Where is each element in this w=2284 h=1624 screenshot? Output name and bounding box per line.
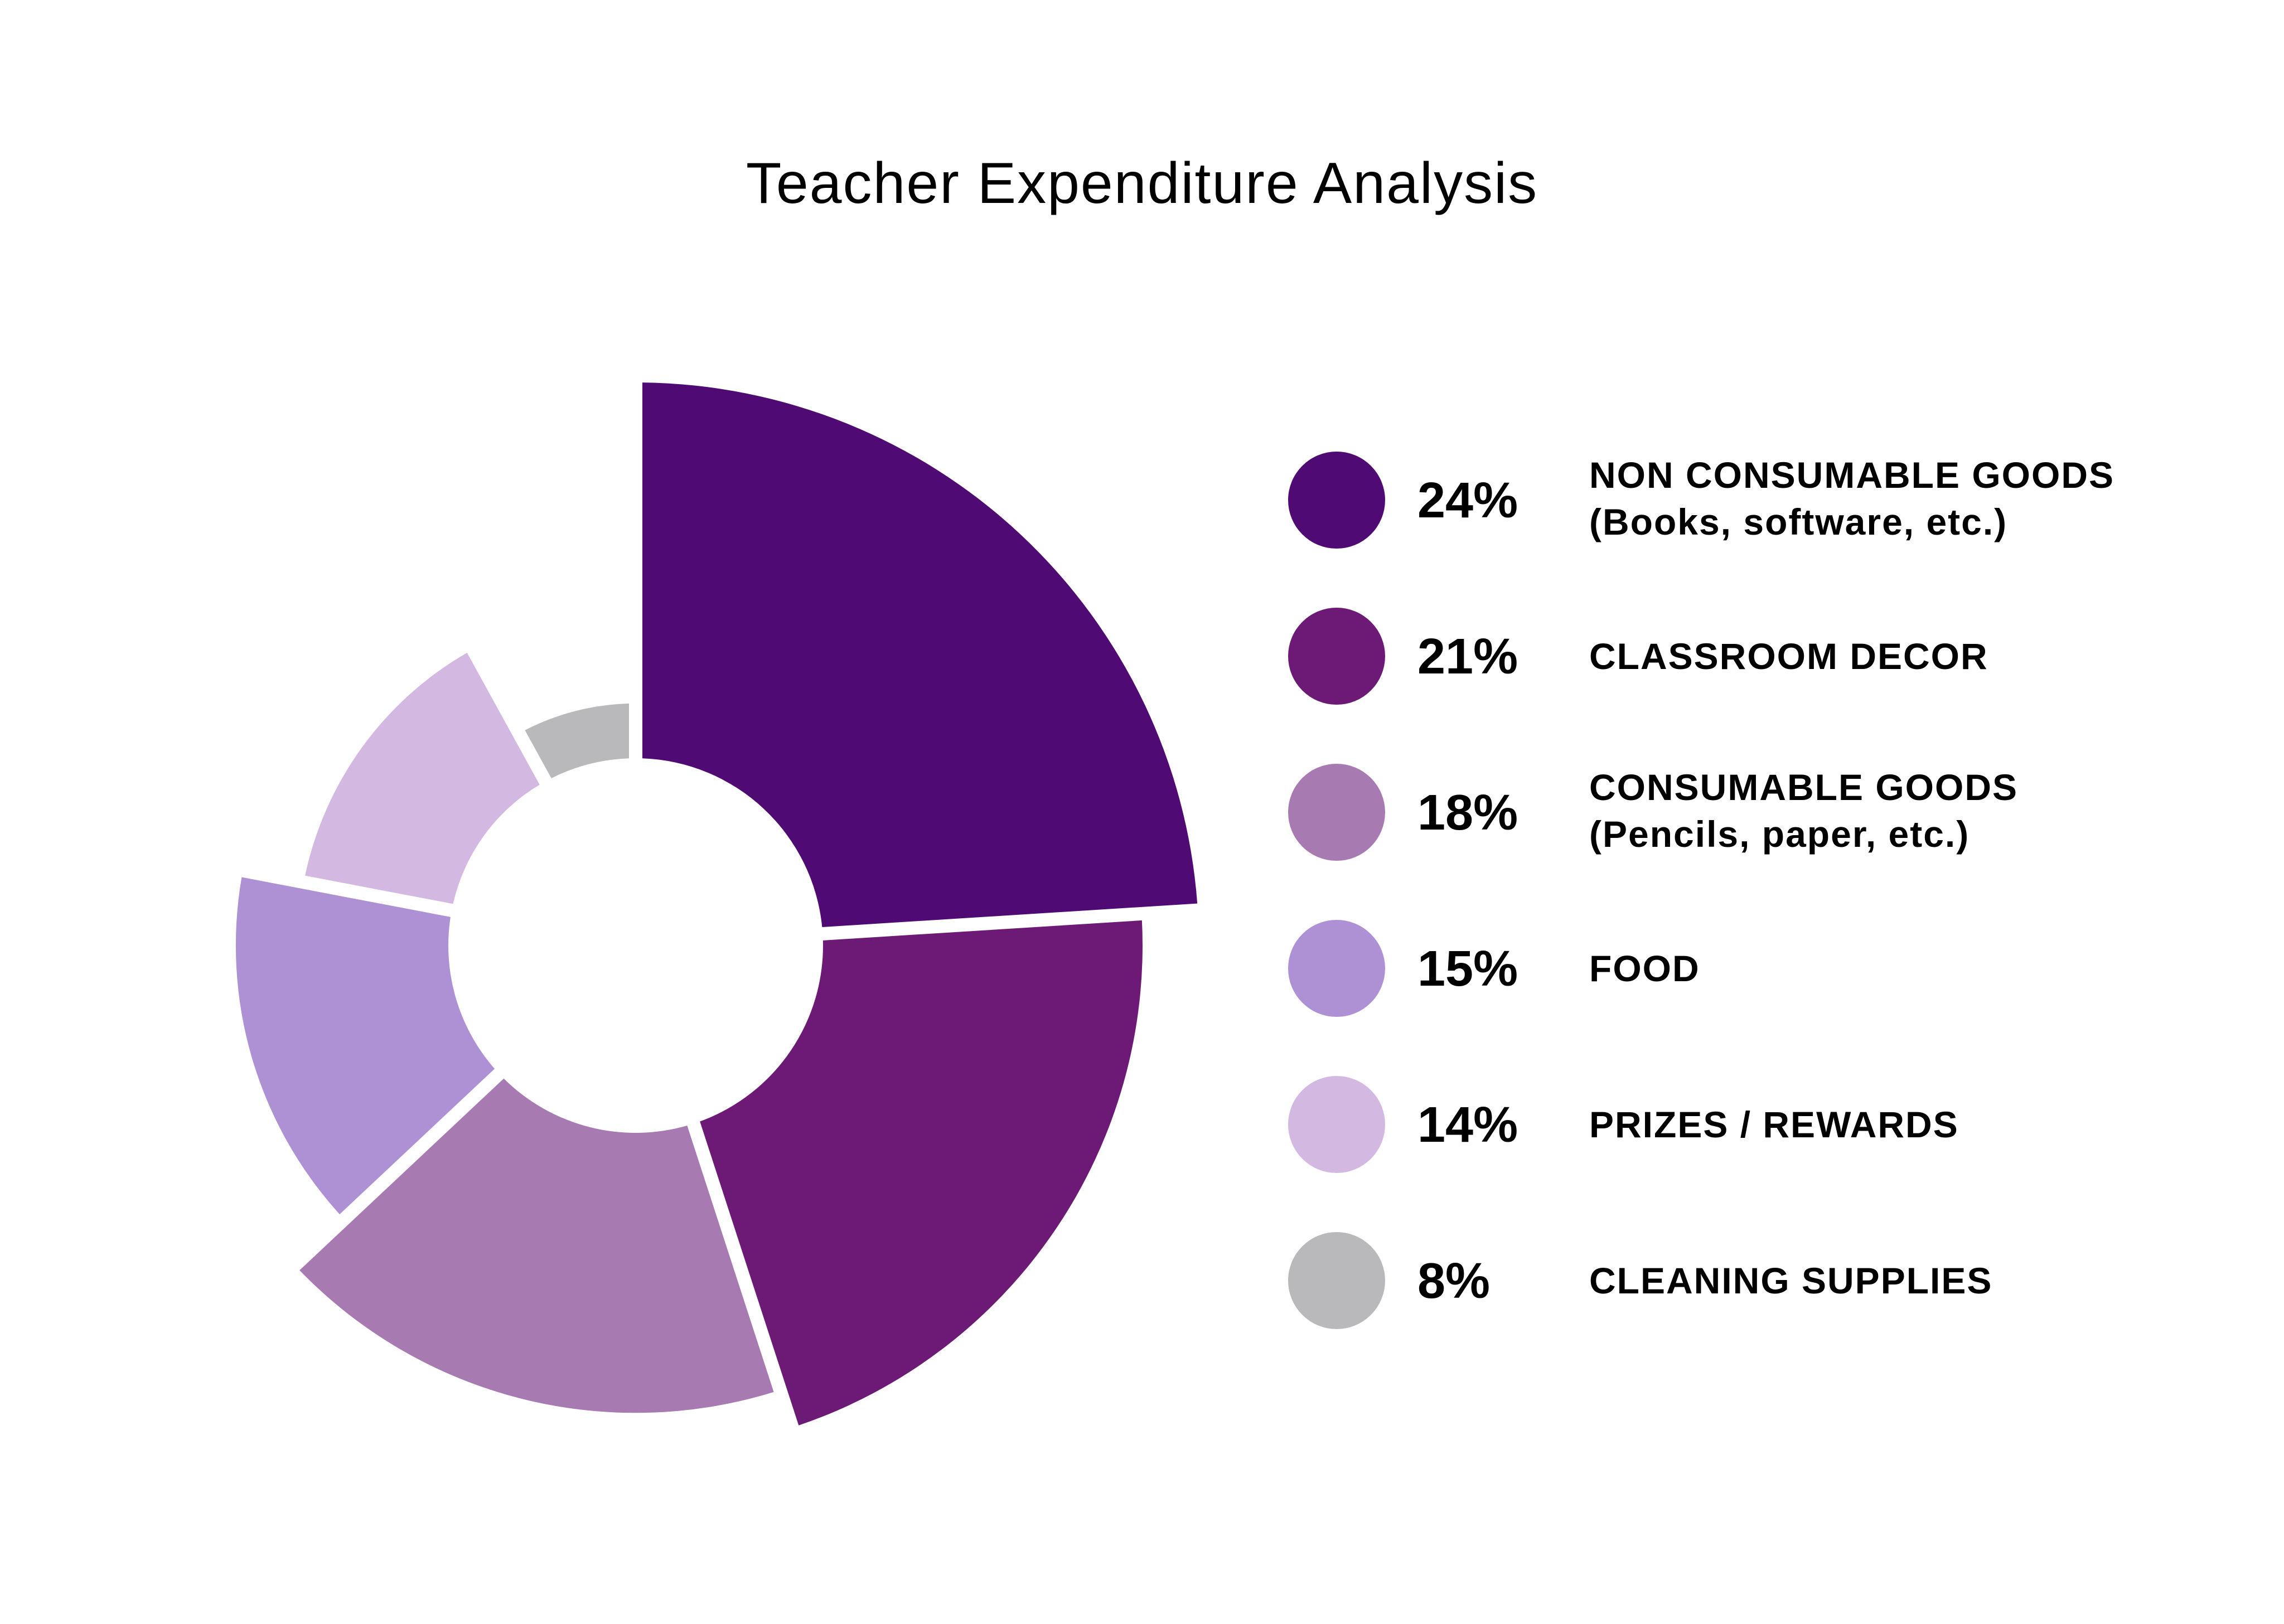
legend-percent: 14% <box>1417 1097 1518 1153</box>
legend-swatch <box>1288 920 1385 1017</box>
pie-slice-cleaning-supplies <box>525 703 630 778</box>
legend-label-main: NON CONSUMABLE GOODS <box>1589 454 2115 496</box>
legend-label: FOOD <box>1589 945 1700 992</box>
legend-item-food: 15% FOOD <box>1288 920 2236 1020</box>
pie-slice-classroom-decor <box>700 920 1143 1426</box>
legend-swatch <box>1288 452 1385 549</box>
legend-label: NON CONSUMABLE GOODS (Books, software, e… <box>1589 452 2114 545</box>
legend-label-main: CONSUMABLE GOODS <box>1589 767 2019 808</box>
legend-percent: 15% <box>1417 941 1518 997</box>
legend-swatch <box>1288 764 1385 861</box>
legend-label-main: CLASSROOM DECOR <box>1589 636 1988 677</box>
legend-swatch <box>1288 608 1385 705</box>
legend-label-sub: (Pencils, paper, etc.) <box>1589 813 1970 855</box>
legend-label-main: FOOD <box>1589 948 1700 989</box>
chart-title: Teacher Expenditure Analysis <box>746 151 1538 216</box>
donut-chart <box>235 382 1198 1426</box>
legend-percent: 8% <box>1417 1253 1491 1309</box>
legend-item-prizes-rewards: 14% PRIZES / REWARDS <box>1288 1076 2236 1176</box>
legend-label: CLASSROOM DECOR <box>1589 633 1988 680</box>
pie-slice-consumable-goods <box>299 1078 774 1413</box>
legend-percent: 21% <box>1417 629 1518 685</box>
legend-item-non-consumable-goods: 24% NON CONSUMABLE GOODS (Books, softwar… <box>1288 452 2236 552</box>
legend-label-sub: (Books, software, etc.) <box>1589 501 2008 542</box>
legend-item-cleaning-supplies: 8% CLEANING SUPPLIES <box>1288 1232 2236 1332</box>
legend-item-classroom-decor: 21% CLASSROOM DECOR <box>1288 608 2236 708</box>
legend-label: CONSUMABLE GOODS (Pencils, paper, etc.) <box>1589 764 2018 857</box>
legend-label: PRIZES / REWARDS <box>1589 1101 1959 1148</box>
legend-label-main: CLEANING SUPPLIES <box>1589 1260 1993 1301</box>
pie-slice-prizes-rewards <box>305 652 540 904</box>
legend-item-consumable-goods: 18% CONSUMABLE GOODS (Pencils, paper, et… <box>1288 764 2236 864</box>
pie-slice-food <box>235 877 495 1215</box>
pie-slice-non-consumable-goods <box>642 382 1198 927</box>
legend-swatch <box>1288 1076 1385 1173</box>
legend-label-main: PRIZES / REWARDS <box>1589 1104 1959 1145</box>
legend-label: CLEANING SUPPLIES <box>1589 1257 1992 1304</box>
legend-percent: 24% <box>1417 473 1518 529</box>
legend-percent: 18% <box>1417 785 1518 841</box>
legend-swatch <box>1288 1232 1385 1329</box>
